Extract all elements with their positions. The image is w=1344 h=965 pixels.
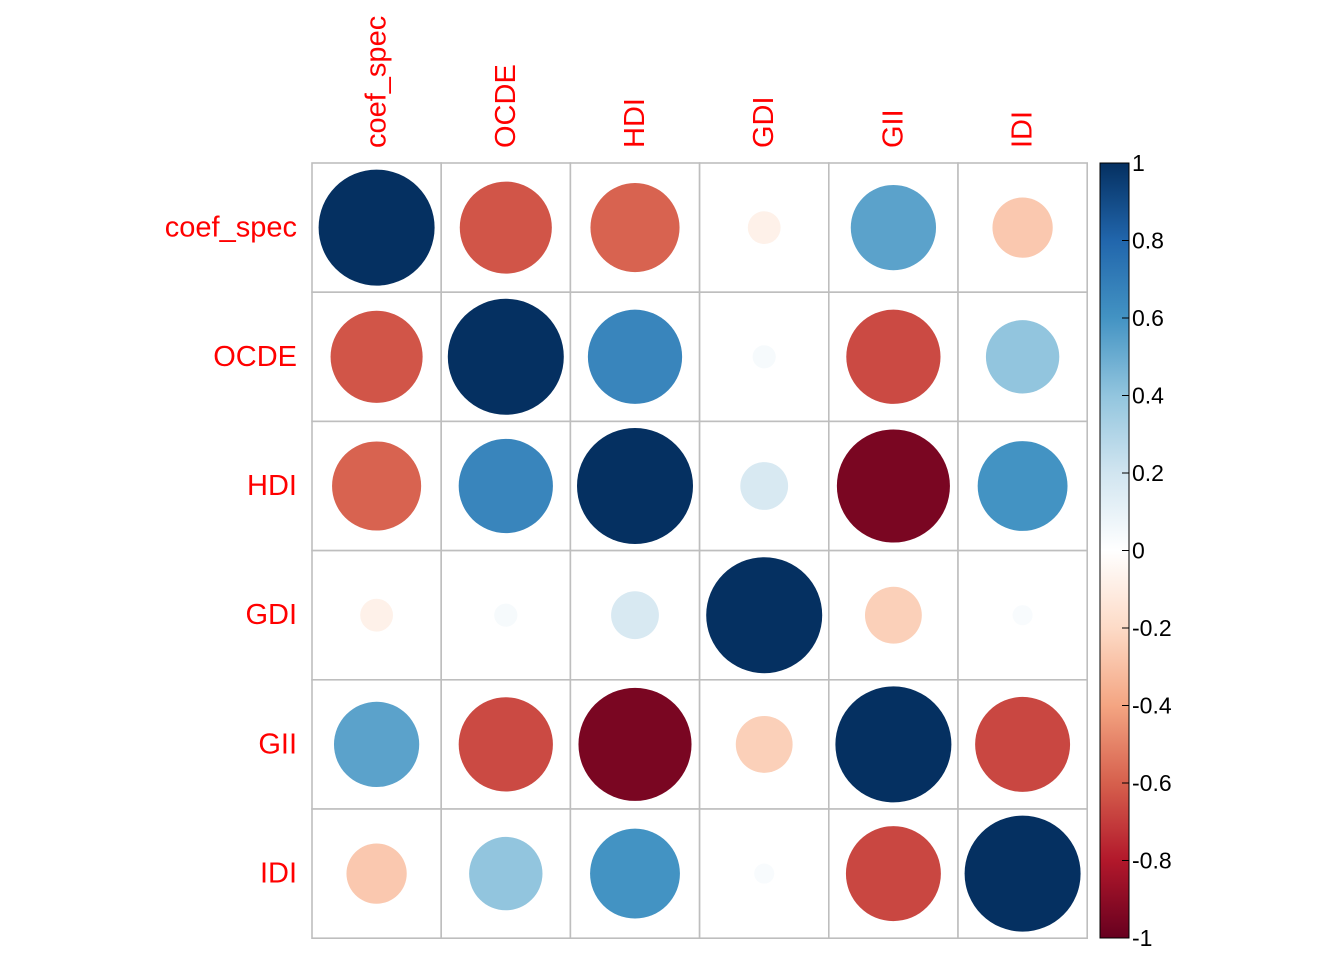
row-label-OCDE: OCDE [213,341,297,373]
corr-circle-OCDE-OCDE [447,298,564,415]
corr-circle-IDI-IDI [964,815,1081,932]
circles-layer [318,169,1081,932]
corr-circle-OCDE-HDI [587,309,683,404]
corr-circle-GDI-GDI [706,557,823,674]
corr-circle-GII-GDI [735,715,793,773]
colorbar-tick-label: -0.4 [1132,693,1172,719]
corr-circle-OCDE-coef_spec [330,310,423,403]
col-label-HDI: HDI [619,98,651,148]
corr-circle-IDI-OCDE [469,836,543,911]
corr-circle-IDI-HDI [590,828,680,919]
corr-circle-coef_spec-GDI [747,211,781,245]
corr-circle-GDI-OCDE [494,603,518,627]
corr-circle-GDI-IDI [1012,605,1033,626]
corr-circle-HDI-IDI [977,441,1068,531]
colorbar-tick-label: -0.2 [1132,615,1172,641]
col-label-OCDE: OCDE [490,64,522,148]
colorbar: 1 0.8 0.6 0.4 0.2 0 -0.2 -0.4 -0.6 -0.8 -1 [1099,150,1172,951]
row-label-HDI: HDI [247,470,297,502]
corr-circle-IDI-GII [845,826,941,922]
colorbar-tick-label: 1 [1132,150,1145,176]
corr-circle-GDI-coef_spec [360,598,394,632]
corr-circle-coef_spec-coef_spec [318,169,435,286]
colorbar-tick-label: 0 [1132,538,1145,564]
corr-circle-HDI-HDI [577,428,693,544]
corr-circle-coef_spec-OCDE [459,181,552,274]
corr-circle-GII-IDI [975,696,1071,792]
colorbar-tick-label: -0.8 [1132,848,1172,874]
col-label-GDI: GDI [748,96,780,148]
corr-circle-GII-GII [835,686,952,803]
row-label-GII: GII [258,728,297,760]
corr-circle-OCDE-IDI [985,320,1060,394]
corr-circle-IDI-GDI [754,863,775,884]
row-label-IDI: IDI [260,858,297,890]
corr-circle-coef_spec-GII [850,184,937,271]
cells-layer [311,162,1088,939]
corr-circle-HDI-OCDE [458,438,553,534]
corr-circle-GII-OCDE [458,697,553,792]
col-label-IDI: IDI [1007,111,1039,148]
colorbar-tick-label: 0.6 [1132,305,1164,331]
corr-circle-HDI-coef_spec [332,441,422,531]
corr-circle-coef_spec-HDI [590,183,680,273]
corr-circle-GII-coef_spec [333,701,420,788]
corr-circle-OCDE-GII [846,309,941,404]
corr-circle-HDI-GDI [740,462,789,510]
colorbar-tick-label: -0.6 [1132,770,1172,796]
colorbar-tick-label: 0.4 [1132,383,1164,409]
colorbar-tick-label: -1 [1132,925,1152,951]
colorbar-tick-label: 0.8 [1132,228,1164,254]
corr-circle-coef_spec-IDI [992,197,1053,258]
corr-circle-HDI-GII [836,429,950,543]
corr-circle-GDI-GII [864,586,922,644]
corr-circle-IDI-coef_spec [346,843,407,904]
colorbar-tick-label: 0.2 [1132,460,1164,486]
corr-circle-GDI-HDI [611,591,659,640]
row-label-coef_spec: coef_spec [165,212,297,244]
corr-circle-GII-HDI [578,687,692,801]
col-label-GII: GII [877,109,909,148]
row-label-GDI: GDI [245,599,297,631]
col-label-coef_spec: coef_spec [361,16,393,148]
corr-circle-OCDE-GDI [752,345,776,369]
labels-layer: coef_spec OCDE HDI GDI GII IDI coef_spec OCDE HD… [165,16,1039,890]
